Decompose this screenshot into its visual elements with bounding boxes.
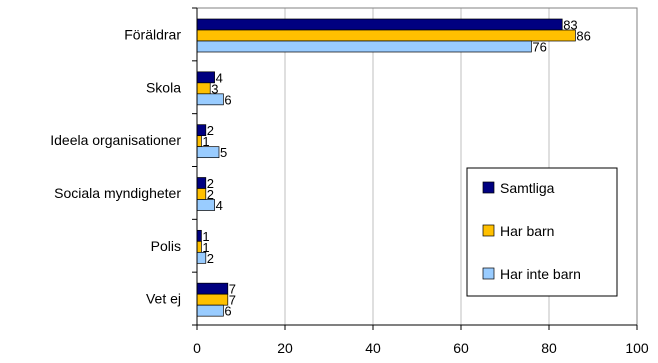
axes: Föräldrar Skola Ideela organisationer Socia… bbox=[50, 7, 649, 356]
data-label: 76 bbox=[532, 40, 546, 55]
bar bbox=[196, 40, 532, 53]
x-tick-label: 80 bbox=[541, 340, 557, 356]
data-label: 83 bbox=[563, 18, 577, 33]
bar bbox=[196, 135, 202, 148]
legend-label: Har inte barn bbox=[500, 266, 581, 282]
bar bbox=[196, 293, 229, 306]
data-label: 4 bbox=[216, 70, 223, 85]
bar bbox=[196, 177, 207, 189]
category-label: Polis bbox=[151, 238, 181, 254]
category-label: Sociala myndigheter bbox=[54, 185, 181, 201]
bar bbox=[196, 188, 207, 200]
data-label: 4 bbox=[216, 198, 223, 213]
x-tick-label: 20 bbox=[277, 340, 293, 356]
bar bbox=[196, 93, 224, 106]
x-tick-label: 40 bbox=[365, 340, 381, 356]
bar bbox=[196, 199, 215, 211]
data-label: 1 bbox=[202, 229, 209, 244]
category-label: Föräldrar bbox=[124, 26, 181, 42]
legend: Samtliga Har barn Har inte barn bbox=[466, 167, 618, 297]
data-label: 5 bbox=[220, 145, 227, 160]
data-label: 6 bbox=[224, 304, 231, 319]
bar bbox=[196, 29, 576, 42]
x-tick-label: 60 bbox=[453, 340, 469, 356]
category-label: Skola bbox=[146, 79, 181, 95]
bar bbox=[196, 240, 202, 253]
category-label: Vet ej bbox=[146, 291, 181, 307]
data-label: 86 bbox=[576, 29, 590, 44]
bar bbox=[196, 304, 224, 317]
legend-label: Har barn bbox=[500, 223, 554, 239]
data-label: 1 bbox=[202, 134, 209, 149]
category-label: Ideela organisationer bbox=[50, 132, 181, 148]
bar bbox=[196, 229, 202, 242]
data-label: 2 bbox=[207, 187, 214, 202]
legend-swatch bbox=[482, 224, 495, 237]
data-label: 1 bbox=[202, 240, 209, 255]
bar bbox=[196, 282, 229, 295]
bar bbox=[196, 82, 211, 95]
x-tick-label: 0 bbox=[193, 340, 201, 356]
bar bbox=[196, 18, 563, 31]
legend-label: Samtliga bbox=[500, 180, 555, 196]
legend-swatch bbox=[482, 267, 495, 280]
data-label: 7 bbox=[229, 293, 236, 308]
bar bbox=[196, 146, 220, 159]
data-label: 2 bbox=[207, 251, 214, 266]
data-label: 2 bbox=[207, 123, 214, 138]
bar bbox=[196, 251, 207, 264]
data-label: 7 bbox=[229, 282, 236, 297]
data-label: 2 bbox=[207, 176, 214, 191]
data-label: 6 bbox=[224, 92, 231, 107]
data-label: 3 bbox=[211, 81, 218, 96]
x-tick-label: 100 bbox=[625, 340, 649, 356]
legend-swatch bbox=[482, 181, 495, 194]
